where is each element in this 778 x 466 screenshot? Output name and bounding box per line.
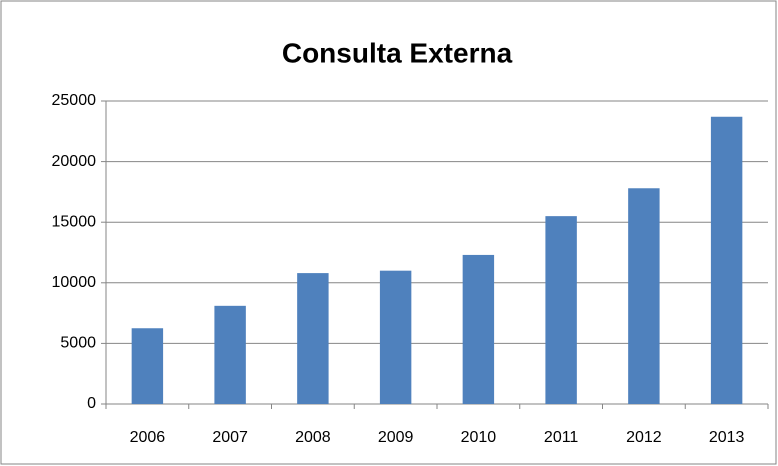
x-tick-label: 2007 [212,429,248,446]
chart-title: Consulta Externa [282,37,513,68]
y-tick-label: 20000 [52,153,97,170]
x-tick-label: 2013 [709,429,745,446]
bar [379,270,412,404]
y-tick-label: 25000 [52,92,97,109]
y-tick-label: 0 [87,395,96,412]
y-tick-label: 15000 [52,213,97,230]
x-tick-label: 2008 [295,429,331,446]
bar [462,254,495,404]
x-tick-label: 2006 [130,429,166,446]
y-tick-label: 10000 [52,274,97,291]
bar [545,216,577,404]
y-tick-label: 5000 [60,335,96,352]
x-tick-label: 2009 [378,429,414,446]
bar [628,188,660,404]
bar [131,328,164,404]
bar [214,305,246,404]
bar [710,116,743,405]
x-tick-label: 2010 [461,429,497,446]
x-tick-label: 2012 [626,429,662,446]
x-tick-label: 2011 [544,429,579,446]
bar [297,273,329,404]
